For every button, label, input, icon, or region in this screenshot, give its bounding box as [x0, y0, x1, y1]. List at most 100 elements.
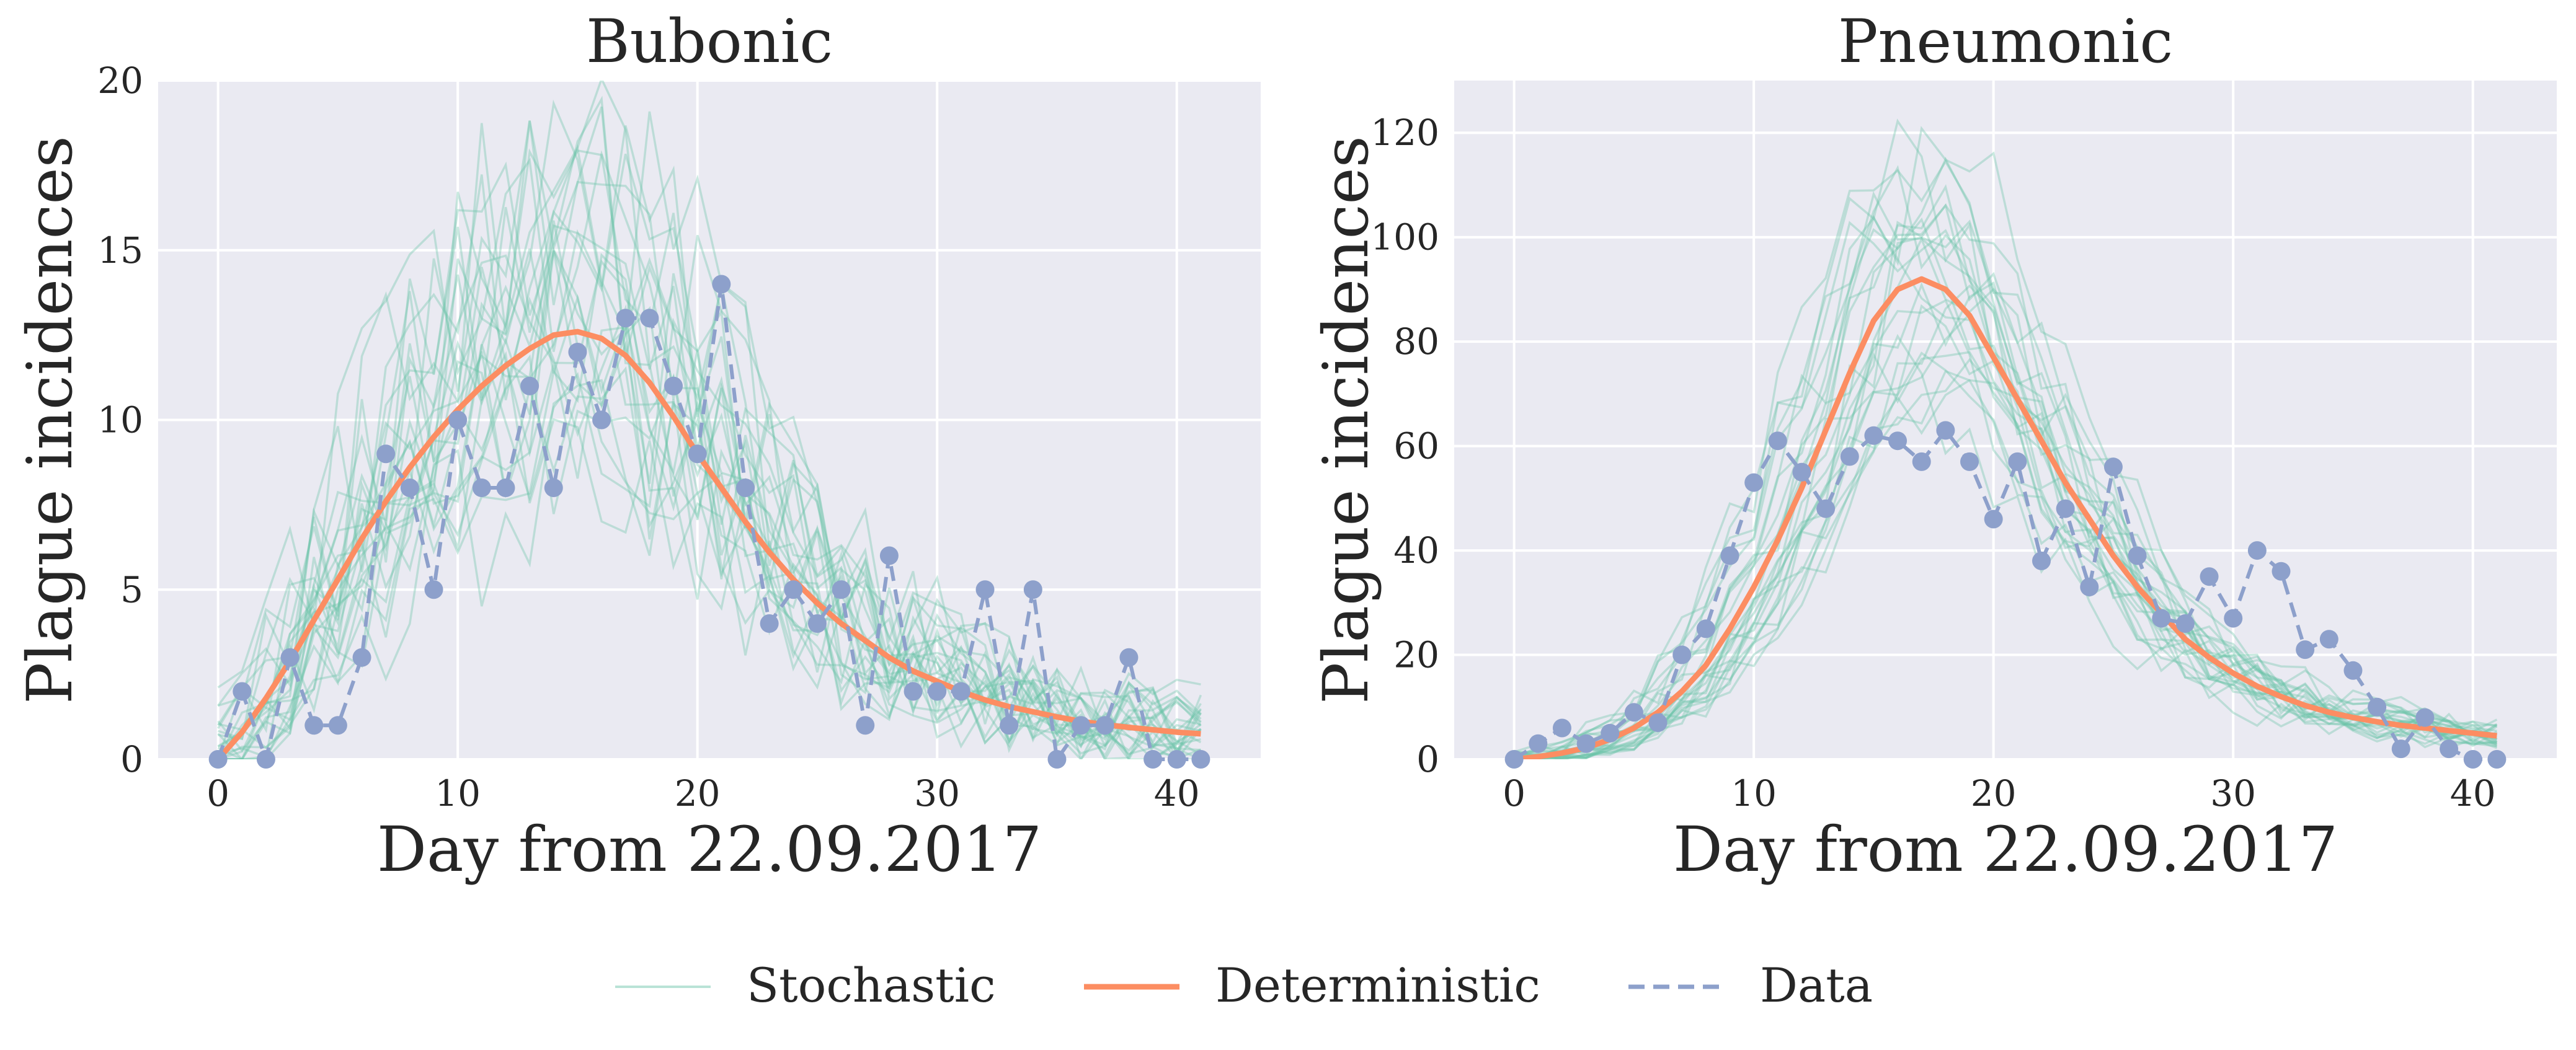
pneumonic-data-point	[2368, 697, 2387, 717]
pneumonic-data-point	[2487, 750, 2507, 769]
bubonic-stochastic-line	[218, 157, 1202, 756]
pneumonic-data-point	[1768, 431, 1787, 451]
pneumonic-x-tick-label: 40	[2450, 772, 2496, 814]
pneumonic-data-point	[2152, 609, 2171, 628]
pneumonic-data-point	[1840, 447, 1859, 466]
bubonic-stochastic-line	[217, 351, 1202, 759]
pneumonic-y-tick-label: 0	[1416, 738, 1439, 780]
bubonic-data-point	[1191, 750, 1210, 769]
pneumonic-stochastic-line	[1514, 156, 2497, 759]
bubonic-data-point	[496, 479, 515, 497]
pneumonic-data-point	[2175, 614, 2195, 633]
bubonic-data-point	[832, 580, 851, 599]
bubonic-data-point	[928, 682, 947, 701]
bubonic-data-point	[472, 479, 491, 497]
bubonic-data-point	[1000, 716, 1019, 735]
bubonic-y-tick-label: 0	[120, 738, 143, 780]
bubonic-x-tick-labels: 0 10 20 30 40	[207, 772, 1199, 814]
bubonic-stochastic-line	[217, 99, 1202, 757]
pneumonic-data-point	[1888, 431, 1908, 451]
bubonic-y-tick-label: 10	[97, 399, 143, 441]
pneumonic-data-point	[2391, 739, 2410, 759]
bubonic-stochastic-line	[218, 111, 1201, 759]
bubonic-stochastic-line	[217, 253, 1201, 759]
pneumonic-stochastic-line	[1514, 219, 2497, 759]
bubonic-data-point	[568, 343, 587, 361]
pneumonic-data-point	[2247, 541, 2267, 560]
pneumonic-y-tick-labels: 0 20 40 60 80 100 120	[1370, 112, 1439, 780]
bubonic-y-tick-label: 15	[97, 229, 143, 271]
bubonic-data-point	[1167, 750, 1186, 769]
bubonic-data-point	[640, 309, 659, 328]
bubonic-y-tick-label: 20	[97, 60, 143, 102]
pneumonic-x-axis-label: Day from 22.09.2017	[1673, 813, 2338, 886]
pneumonic-data-point	[2440, 739, 2459, 759]
bubonic-stochastic-line	[217, 153, 1202, 759]
bubonic-data-point	[1023, 580, 1042, 599]
pneumonic-stochastic-line	[1514, 312, 2498, 759]
pneumonic-data-point	[1601, 723, 1620, 743]
pneumonic-title: Pneumonic	[1838, 7, 2173, 76]
bubonic-data-point	[735, 479, 755, 497]
pneumonic-x-tick-label: 0	[1503, 772, 1526, 814]
pneumonic-data-point	[1792, 462, 1811, 482]
bubonic-stochastic-line	[218, 354, 1201, 759]
pneumonic-y-tick-label: 80	[1393, 320, 1439, 363]
bubonic-stochastic-line	[218, 250, 1202, 759]
pneumonic-data-point	[2343, 661, 2363, 680]
pneumonic-data-point	[2463, 750, 2482, 769]
pneumonic-data-point	[2415, 708, 2435, 727]
bubonic-x-tick-label: 0	[207, 772, 229, 814]
bubonic-data-point	[256, 750, 275, 769]
bubonic-data-point	[879, 546, 899, 565]
bubonic-title: Bubonic	[586, 7, 833, 76]
pneumonic-stochastic-line	[1514, 358, 2497, 759]
bubonic-data-point	[712, 275, 731, 294]
pneumonic-data-point	[1696, 619, 1715, 638]
pneumonic-x-tick-label: 20	[1971, 772, 2017, 814]
bubonic-data-point	[592, 410, 611, 430]
bubonic-deterministic-line	[216, 329, 1201, 759]
legend: Stochastic Deterministic Data	[615, 958, 1873, 1013]
bubonic-data-point	[1047, 750, 1067, 769]
pneumonic-data-point	[2200, 567, 2219, 586]
bubonic-stochastic-line	[217, 95, 1202, 752]
bubonic-data-point	[544, 479, 563, 497]
pneumonic-data-point	[2008, 452, 2027, 471]
bubonic-deterministic-series	[216, 329, 1201, 759]
pneumonic-stochastic-line	[1514, 203, 2498, 759]
bubonic-stochastic-line	[217, 379, 1201, 759]
bubonic-x-tick-label: 30	[914, 772, 960, 814]
pneumonic-data-point	[1529, 734, 1548, 753]
pneumonic-stochastic-line	[1514, 333, 2497, 759]
pneumonic-x-tick-label: 10	[1731, 772, 1777, 814]
bubonic-y-axis-label: Plague incidences	[14, 136, 86, 704]
pneumonic-stochastic-line	[1514, 221, 2498, 756]
pneumonic-data-point	[1648, 713, 1668, 733]
bubonic-x-axis-label: Day from 22.09.2017	[377, 813, 1042, 886]
bubonic-x-tick-label: 20	[675, 772, 721, 814]
pneumonic-stochastic-line	[1514, 236, 2497, 759]
bubonic-stochastic-line	[217, 250, 1202, 759]
pneumonic-y-tick-label: 40	[1393, 529, 1439, 571]
bubonic-data-point	[664, 376, 683, 395]
bubonic-data-point	[856, 716, 875, 735]
pneumonic-data-point	[2080, 578, 2099, 597]
pneumonic-data-point	[2296, 640, 2315, 660]
bubonic-data-point	[807, 614, 827, 633]
bubonic-y-tick-label: 5	[120, 568, 143, 611]
pneumonic-data-point	[1720, 546, 1739, 565]
bubonic-data-point	[784, 580, 803, 599]
pneumonic-data-point	[2319, 630, 2338, 649]
bubonic-data-point	[1144, 750, 1163, 769]
bubonic-data-point	[1095, 716, 1114, 735]
pneumonic-stochastic-line	[1514, 379, 2498, 759]
bubonic-x-tick-label: 10	[435, 772, 481, 814]
pneumonic-x-tick-labels: 0 10 20 30 40	[1503, 772, 2495, 814]
legend-stochastic-label: Stochastic	[747, 958, 996, 1013]
bubonic-data-point	[760, 614, 779, 633]
pneumonic-y-tick-label: 100	[1370, 216, 1439, 258]
pneumonic-data-point	[1672, 645, 1692, 664]
bubonic-y-tick-labels: 0 5 10 15 20	[97, 60, 143, 780]
